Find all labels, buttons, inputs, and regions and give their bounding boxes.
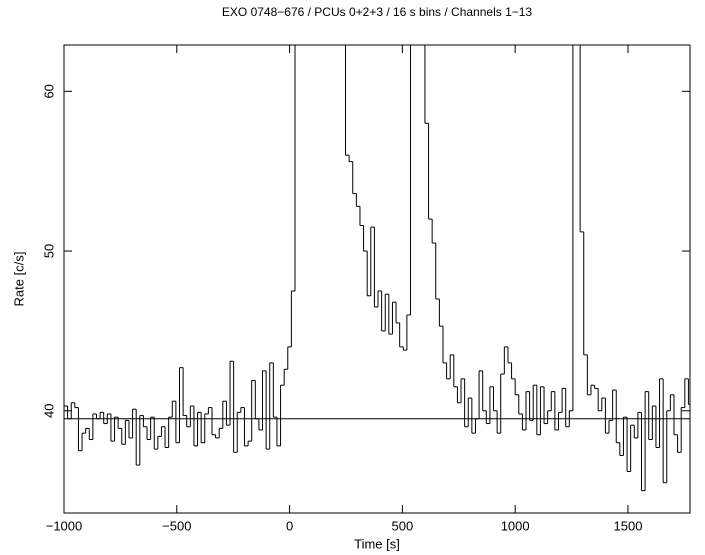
x-tick-label: −1000: [46, 518, 83, 533]
x-tick-label: 1000: [501, 518, 530, 533]
y-tick-label: 50: [41, 244, 56, 258]
x-tick-label: 0: [286, 518, 293, 533]
y-tick-label: 40: [41, 404, 56, 418]
y-axis-label: Rate [c/s]: [11, 252, 26, 307]
plot-frame: [63, 44, 691, 514]
plot-area: [64, 45, 690, 492]
x-tick-label: 500: [392, 518, 414, 533]
x-axis-label: Time [s]: [354, 536, 400, 551]
x-tick-label: 1500: [614, 518, 643, 533]
chart-title: EXO 0748−676 / PCUs 0+2+3 / 16 s bins / …: [222, 5, 533, 19]
y-tick-label: 60: [41, 84, 56, 98]
x-tick-label: −500: [162, 518, 191, 533]
